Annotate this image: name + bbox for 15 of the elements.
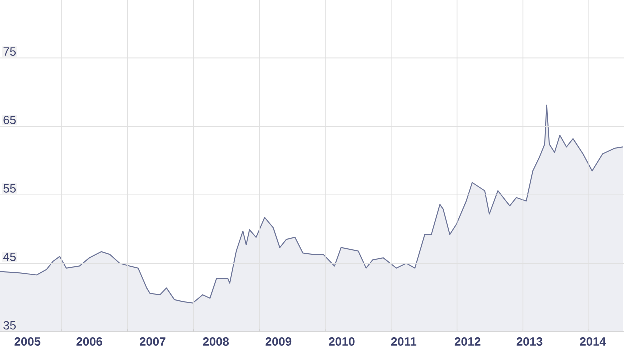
x-tick-label: 2005 <box>14 338 41 346</box>
x-tick-label: 2010 <box>329 338 355 346</box>
y-tick-label: 35 <box>4 321 16 330</box>
x-tick-label: 2014 <box>580 338 606 346</box>
y-tick-label: 55 <box>4 184 16 193</box>
x-tick-label: 2008 <box>203 338 230 346</box>
x-tick-label: 2007 <box>140 338 166 346</box>
x-tick-label: 2009 <box>266 338 292 346</box>
x-tick-label: 2013 <box>516 338 543 346</box>
x-tick-label: 2012 <box>454 338 481 346</box>
y-tick-label: 65 <box>4 116 16 124</box>
y-tick-label: 45 <box>3 253 16 262</box>
y-tick-label: 75 <box>4 48 16 56</box>
x-tick-label: 2006 <box>76 338 102 346</box>
x-tick-label: 2011 <box>391 338 417 346</box>
